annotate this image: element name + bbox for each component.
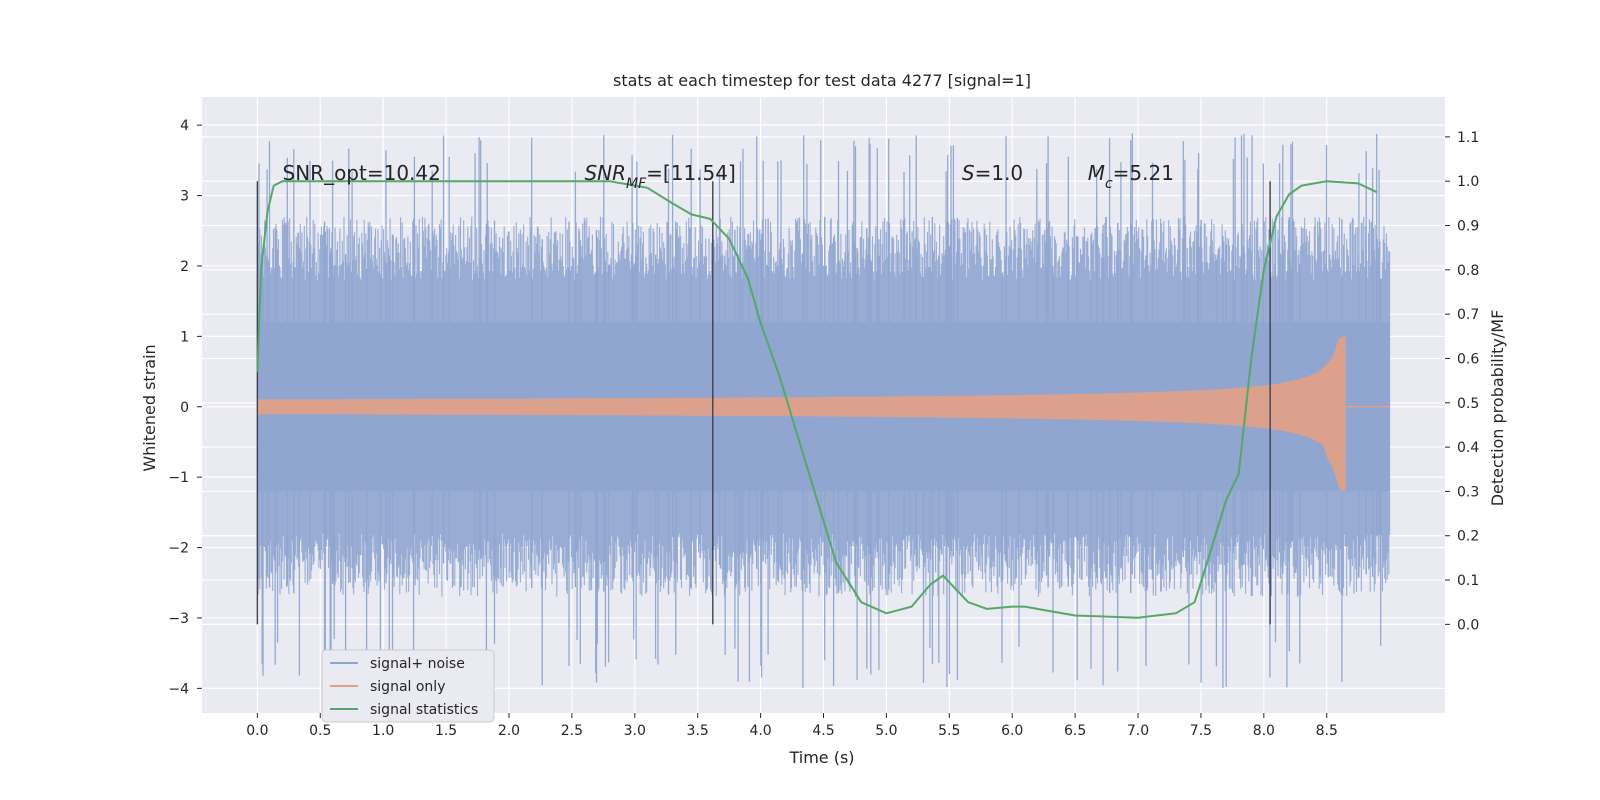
x-tick-label: 1.0 bbox=[372, 723, 394, 739]
ticks: 0.0 0.5 1.0 1.5 2.0 2.5 3.0 3.5 4.0 4.5 5.0 5.5 6.0 6… bbox=[168, 118, 1479, 739]
y-tick-label-left: −1 bbox=[168, 470, 189, 486]
signal-only-series bbox=[257, 336, 1390, 492]
x-tick-label: 3.0 bbox=[624, 723, 646, 739]
y-tick-label-left: −3 bbox=[168, 611, 189, 627]
legend: signal+ noise signal only signal statist… bbox=[321, 649, 495, 723]
legend-box bbox=[321, 649, 495, 723]
y-tick-label-right: 0.3 bbox=[1457, 484, 1479, 500]
y-tick-label-right: 0.0 bbox=[1457, 617, 1479, 633]
y-tick-label-left: −2 bbox=[168, 541, 189, 557]
y-tick-label-right: 0.2 bbox=[1457, 529, 1479, 545]
x-tick-label: 1.5 bbox=[435, 723, 457, 739]
signal-statistics-series bbox=[256, 180, 1378, 619]
annotation: SNR_opt=10.42 bbox=[283, 161, 441, 185]
chart-title: stats at each timestep for test data 427… bbox=[613, 71, 1031, 90]
y-tick-label-left: 2 bbox=[180, 259, 189, 275]
x-axis-label: Time (s) bbox=[788, 748, 854, 767]
x-tick-label: 4.0 bbox=[749, 723, 771, 739]
y-tick-label-left: 0 bbox=[180, 400, 189, 416]
y-axis-label-right: Detection probability/MF bbox=[1488, 310, 1507, 507]
annotation: SNRMF=[11.54] bbox=[584, 161, 735, 192]
x-tick-label: 7.0 bbox=[1127, 723, 1149, 739]
y-tick-label-right: 0.1 bbox=[1457, 573, 1479, 589]
legend-label-signal-statistics: signal statistics bbox=[370, 702, 478, 718]
vertical-markers bbox=[256, 181, 1271, 625]
x-tick-label: 5.0 bbox=[875, 723, 897, 739]
y-axis-label-left: Whitened strain bbox=[140, 344, 159, 471]
y-tick-label-left: −4 bbox=[168, 681, 189, 697]
x-tick-label: 6.5 bbox=[1064, 723, 1086, 739]
signal-statistics-line bbox=[256, 180, 1378, 619]
legend-label-signal-only: signal only bbox=[370, 679, 445, 695]
annotation: Mc=5.21 bbox=[1088, 161, 1174, 192]
y-tick-label-right: 0.5 bbox=[1457, 396, 1479, 412]
x-tick-label: 2.5 bbox=[561, 723, 583, 739]
signal-only-chirp bbox=[257, 336, 1346, 492]
y-tick-label-left: 4 bbox=[180, 118, 189, 134]
x-tick-label: 6.0 bbox=[1001, 723, 1023, 739]
y-tick-label-right: 0.6 bbox=[1457, 351, 1479, 367]
x-tick-label: 3.5 bbox=[687, 723, 709, 739]
y-tick-label-right: 0.8 bbox=[1457, 263, 1479, 279]
x-tick-label: 8.5 bbox=[1316, 723, 1338, 739]
y-tick-label-right: 0.4 bbox=[1457, 440, 1479, 456]
annotation: S=1.0 bbox=[962, 161, 1023, 185]
x-tick-label: 5.5 bbox=[938, 723, 960, 739]
x-tick-label: 0.0 bbox=[246, 723, 268, 739]
y-tick-label-right: 1.0 bbox=[1457, 174, 1479, 190]
x-tick-label: 2.0 bbox=[498, 723, 520, 739]
x-tick-label: 4.5 bbox=[812, 723, 834, 739]
y-tick-label-right: 1.1 bbox=[1457, 130, 1479, 146]
y-tick-label-right: 0.7 bbox=[1457, 307, 1479, 323]
y-tick-label-left: 3 bbox=[180, 189, 189, 205]
y-tick-label-right: 0.9 bbox=[1457, 219, 1479, 235]
x-tick-label: 8.0 bbox=[1253, 723, 1275, 739]
annotations: SNR_opt=10.42 SNRMF=[11.54] S=1.0 Mc=5.21 bbox=[283, 161, 1174, 192]
x-tick-label: 0.5 bbox=[309, 723, 331, 739]
y-tick-label-left: 1 bbox=[180, 329, 189, 345]
x-tick-label: 7.5 bbox=[1190, 723, 1212, 739]
legend-label-signal-noise: signal+ noise bbox=[370, 656, 465, 672]
